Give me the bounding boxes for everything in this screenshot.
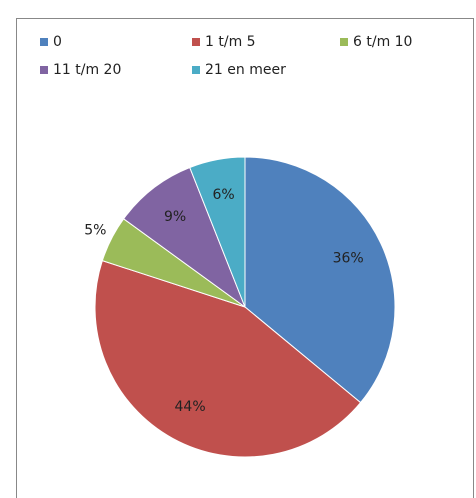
data-label: 44% xyxy=(175,399,206,415)
legend-label: 1 t/m 5 xyxy=(205,34,256,50)
data-label: 6% xyxy=(213,187,235,203)
data-label: 5% xyxy=(84,223,106,239)
legend-swatch xyxy=(340,38,348,46)
legend-label: 0 xyxy=(53,34,62,50)
pie-slice xyxy=(122,166,247,309)
legend-swatch xyxy=(192,66,200,74)
legend-swatch xyxy=(192,38,200,46)
pie-slice xyxy=(94,260,362,458)
legend-swatch xyxy=(40,38,48,46)
legend-label: 11 t/m 20 xyxy=(53,62,121,78)
legend-label: 21 en meer xyxy=(205,62,286,78)
pie-slice xyxy=(189,156,246,308)
pie-slice xyxy=(244,156,396,404)
legend-swatch xyxy=(40,66,48,74)
legend-label: 6 t/m 10 xyxy=(353,34,412,50)
data-label: 36% xyxy=(333,250,364,266)
data-label: 9% xyxy=(164,209,186,225)
